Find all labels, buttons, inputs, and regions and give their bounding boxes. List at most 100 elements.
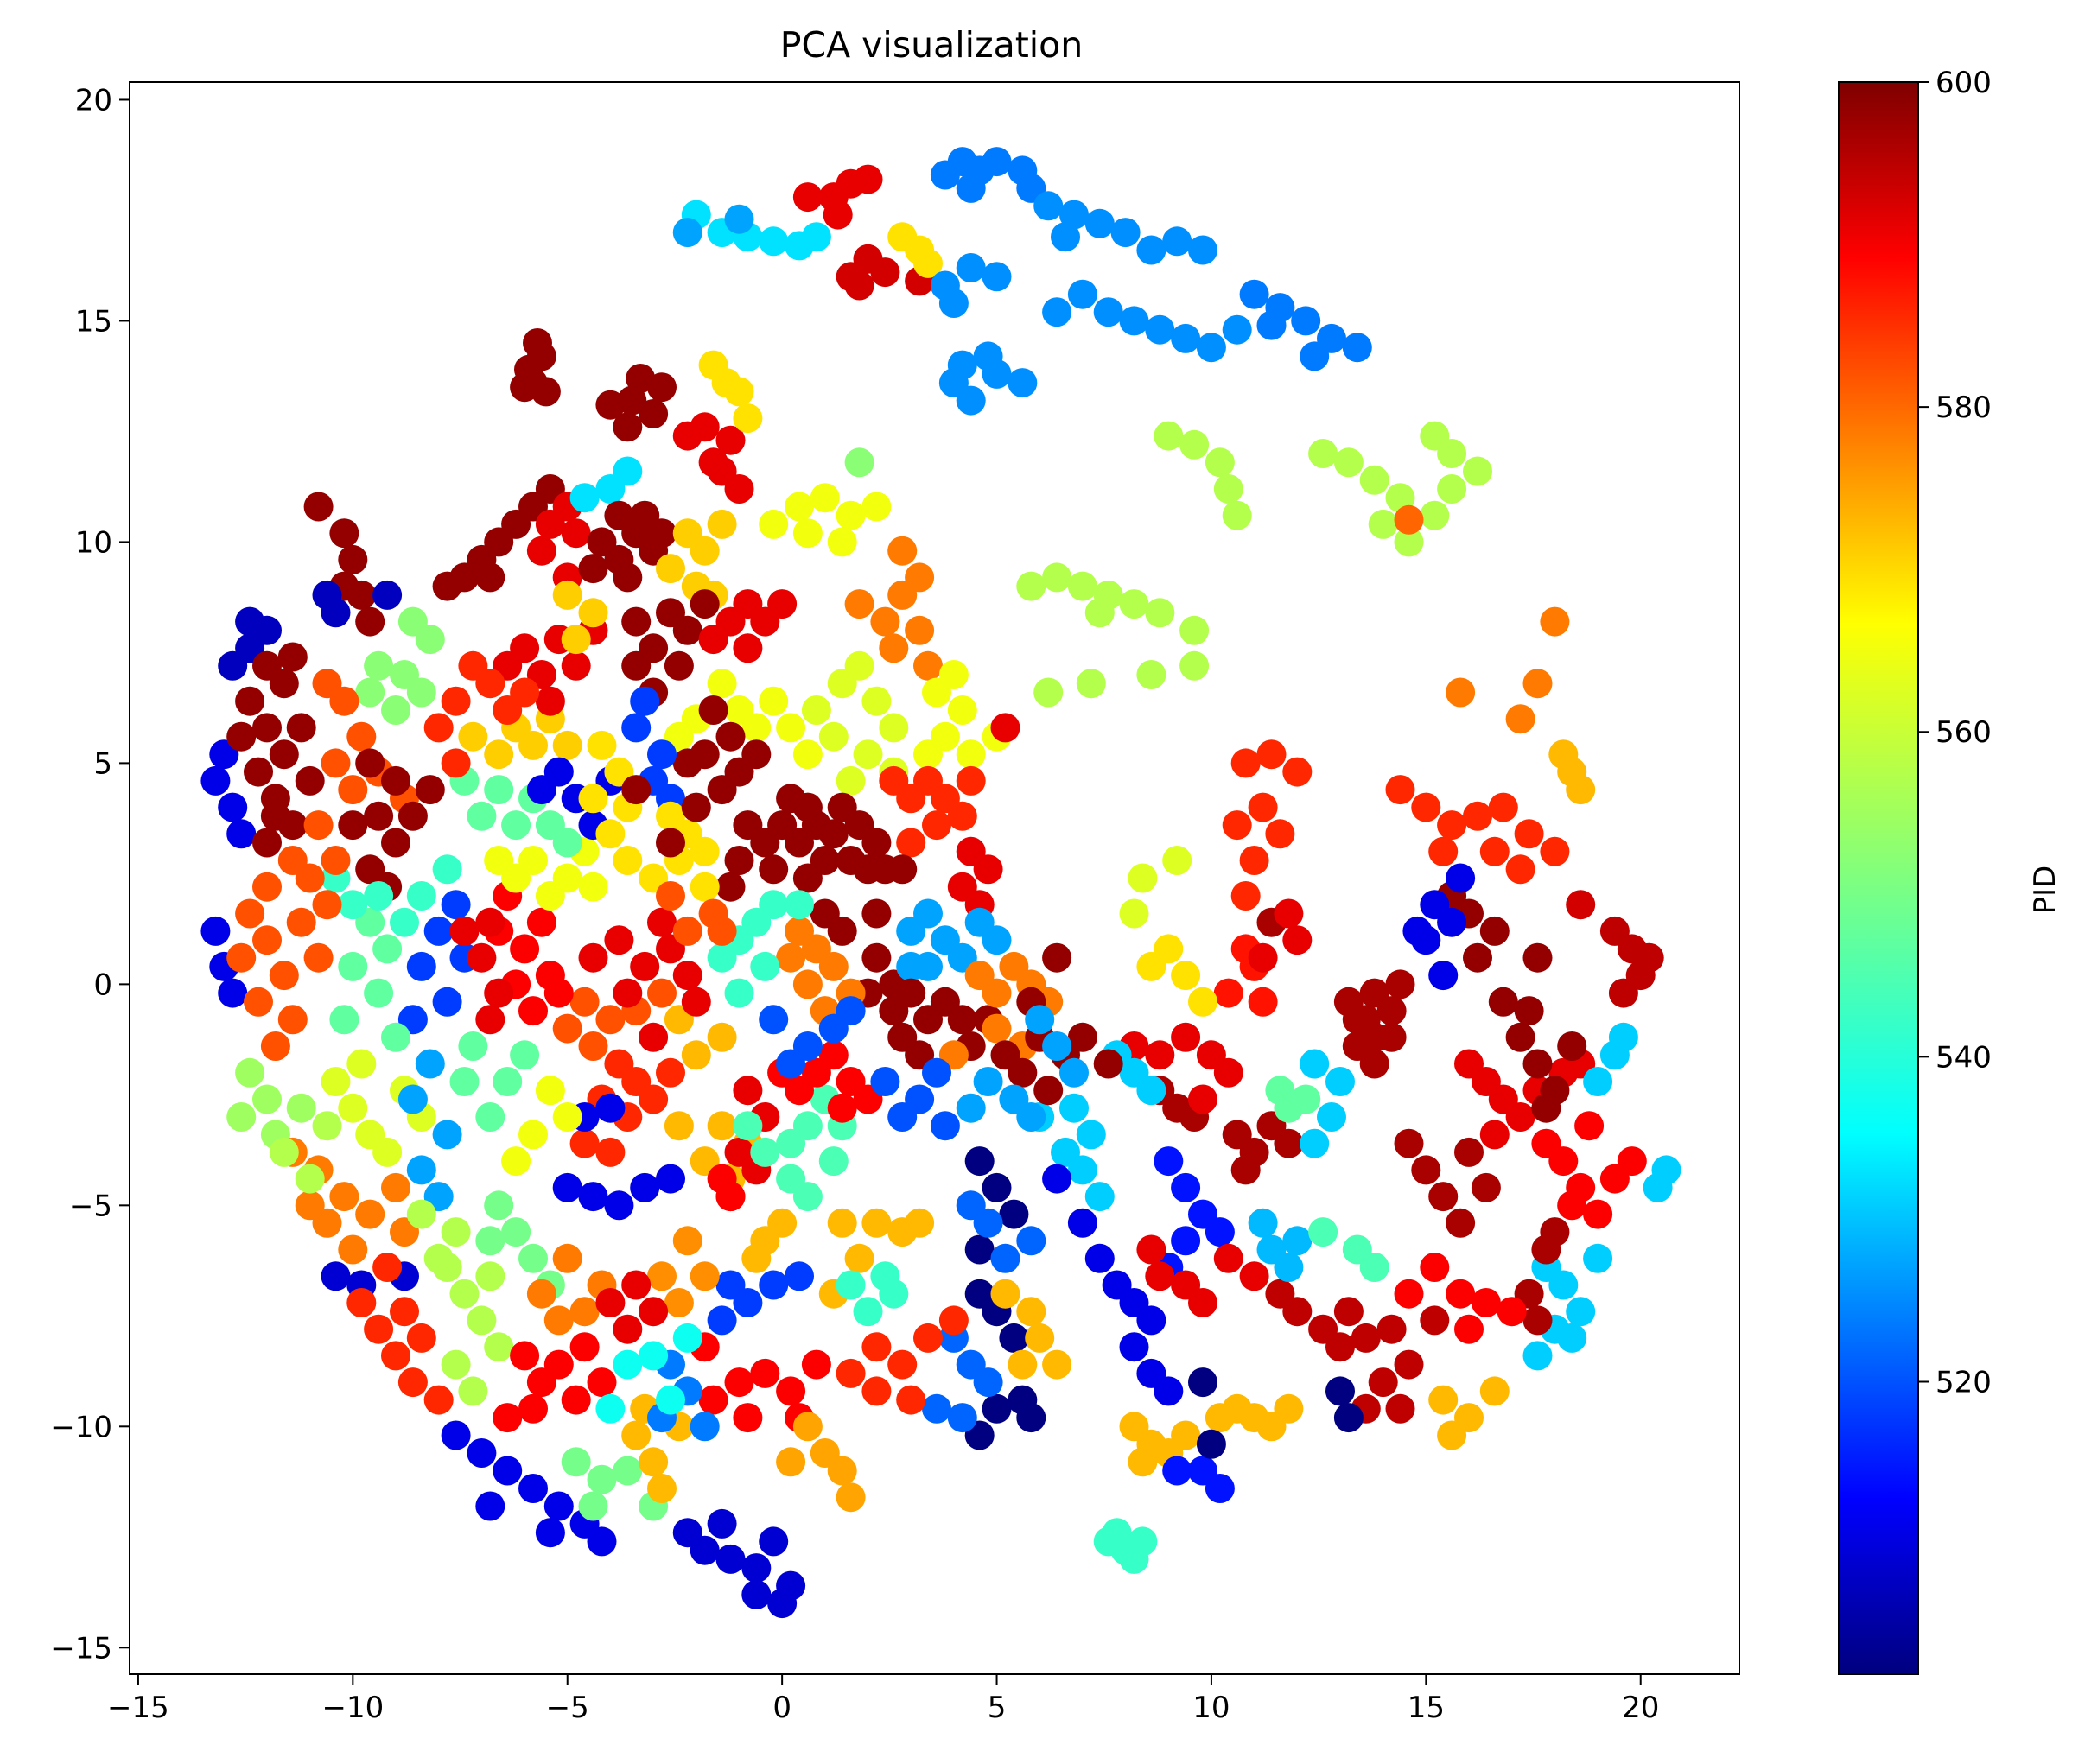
scatter-point xyxy=(1171,323,1201,353)
scatter-point xyxy=(767,589,798,619)
y-tick-label: 5 xyxy=(93,746,112,781)
scatter-point xyxy=(690,1261,720,1291)
scatter-point xyxy=(853,1297,883,1327)
scatter-point xyxy=(792,1182,823,1212)
scatter-point xyxy=(827,527,857,557)
scatter-point xyxy=(578,1491,608,1521)
scatter-point xyxy=(252,872,282,902)
scatter-point xyxy=(1557,1031,1587,1061)
scatter-points xyxy=(200,147,1681,1619)
scatter-point xyxy=(518,1474,548,1503)
scatter-point xyxy=(543,978,574,1008)
scatter-point xyxy=(724,846,754,875)
scatter-point xyxy=(836,846,866,875)
scatter-point xyxy=(1402,916,1433,946)
scatter-point xyxy=(990,713,1020,743)
scatter-point xyxy=(1437,907,1467,937)
scatter-point xyxy=(818,721,849,752)
scatter-point xyxy=(321,748,351,778)
scatter-point xyxy=(1446,863,1476,893)
scatter-point xyxy=(905,615,935,645)
scatter-point xyxy=(1145,598,1175,628)
scatter-point xyxy=(1076,669,1106,699)
scatter-point xyxy=(836,1358,866,1388)
scatter-point xyxy=(672,748,702,778)
scatter-point xyxy=(930,160,960,190)
scatter-point xyxy=(1463,801,1492,831)
scatter-point xyxy=(1428,1182,1459,1212)
scatter-point xyxy=(1300,1128,1330,1158)
scatter-point xyxy=(372,1253,403,1282)
scatter-point xyxy=(510,677,540,708)
scatter-point xyxy=(1505,1102,1535,1132)
scatter-point xyxy=(397,1367,428,1398)
scatter-point xyxy=(1033,1076,1064,1106)
scatter-point xyxy=(595,1093,626,1123)
scatter-point xyxy=(510,633,540,663)
scatter-point xyxy=(1463,456,1492,486)
scatter-point xyxy=(1084,598,1115,628)
scatter-point xyxy=(750,951,780,981)
scatter-point xyxy=(1084,1243,1115,1273)
scatter-point xyxy=(1617,1146,1647,1177)
scatter-point xyxy=(595,1137,626,1167)
scatter-point xyxy=(1634,942,1664,973)
scatter-point xyxy=(870,1261,900,1291)
scatter-point xyxy=(930,1111,960,1141)
scatter-point xyxy=(252,1084,282,1114)
scatter-point xyxy=(844,589,874,619)
scatter-point xyxy=(922,810,951,841)
scatter-point xyxy=(724,474,754,504)
scatter-point xyxy=(1136,1305,1166,1336)
scatter-point xyxy=(656,828,685,858)
scatter-point xyxy=(861,828,892,858)
scatter-point xyxy=(1119,306,1149,336)
scatter-point xyxy=(818,819,849,849)
scatter-point xyxy=(707,942,737,973)
scatter-point xyxy=(1171,1420,1201,1450)
scatter-point xyxy=(1479,916,1510,946)
scatter-point xyxy=(681,792,711,822)
scatter-point xyxy=(604,925,634,955)
scatter-point xyxy=(1446,1208,1476,1238)
scatter-point xyxy=(938,1305,969,1336)
scatter-point xyxy=(372,1137,403,1167)
scatter-point xyxy=(836,1482,866,1513)
scatter-point xyxy=(406,1199,436,1229)
scatter-point xyxy=(1119,589,1149,619)
scatter-point xyxy=(1042,1031,1072,1061)
scatter-point xyxy=(621,650,652,681)
scatter-point xyxy=(484,978,514,1008)
scatter-point xyxy=(1154,421,1184,451)
scatter-point xyxy=(861,686,892,716)
scatter-point xyxy=(990,1040,1020,1070)
scatter-point xyxy=(613,456,643,486)
scatter-point xyxy=(982,978,1012,1008)
scatter-point xyxy=(1179,650,1210,681)
scatter-point xyxy=(999,1199,1029,1229)
scatter-point xyxy=(475,1005,505,1035)
y-tick-label: −5 xyxy=(69,1189,112,1223)
scatter-point xyxy=(887,222,918,252)
scatter-point xyxy=(750,1358,780,1388)
scatter-point xyxy=(531,377,561,407)
scatter-point xyxy=(595,1005,626,1035)
scatter-point xyxy=(321,598,351,628)
scatter-point xyxy=(836,765,866,796)
scatter-point xyxy=(372,580,403,610)
scatter-point xyxy=(938,660,969,689)
scatter-point xyxy=(818,1040,849,1070)
scatter-point xyxy=(1522,1305,1553,1336)
scatter-point xyxy=(510,1341,540,1371)
scatter-point xyxy=(681,987,711,1017)
y-tick-label: 15 xyxy=(75,304,112,339)
scatter-point xyxy=(303,942,334,973)
scatter-point xyxy=(1008,368,1038,398)
scatter-point xyxy=(759,509,789,539)
scatter-point xyxy=(647,978,677,1008)
scatter-point xyxy=(475,1491,505,1521)
scatter-point xyxy=(973,854,1003,885)
scatter-point xyxy=(244,987,273,1017)
scatter-point xyxy=(501,810,531,841)
scatter-point xyxy=(1548,1270,1579,1300)
